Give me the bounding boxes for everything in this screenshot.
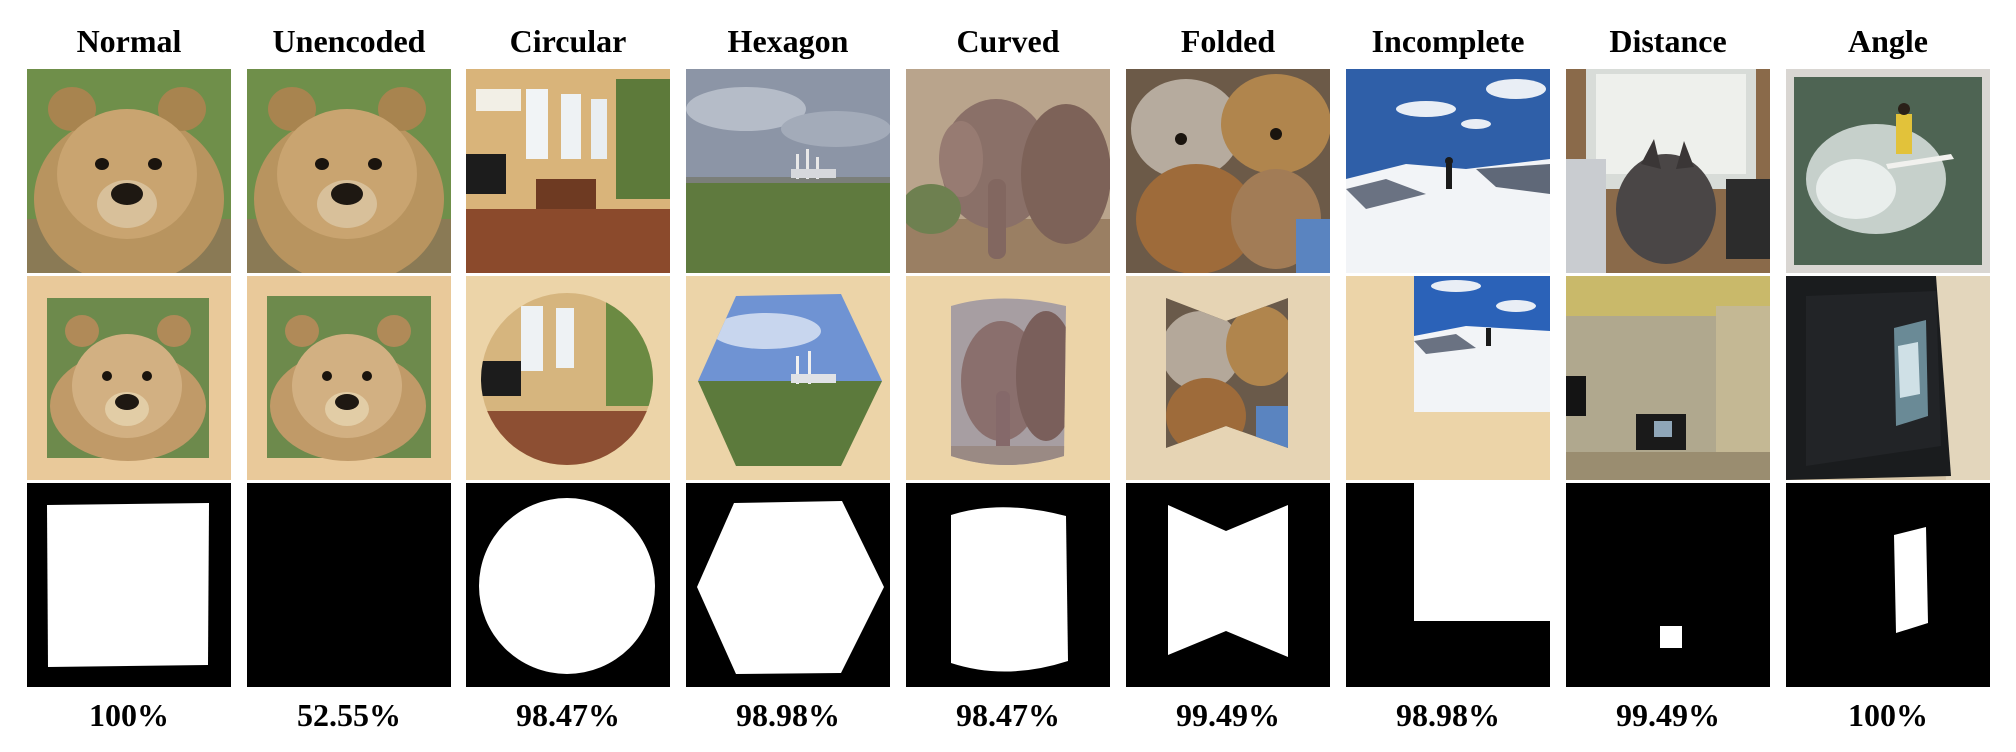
- captured-image: [1786, 276, 1990, 480]
- mask-image: [466, 483, 670, 687]
- encoded-image: [27, 69, 231, 273]
- small-square-mask: [1566, 483, 1770, 687]
- captured-image: [1126, 276, 1330, 480]
- hexagon-print-photo: [686, 276, 890, 480]
- incomplete-print-photo: [1346, 276, 1550, 480]
- accuracy-label: 98.47%: [516, 697, 620, 733]
- snow-skier-photo: [1346, 69, 1550, 273]
- elephant-photo: [906, 69, 1110, 273]
- folded-print-photo: [1126, 276, 1330, 480]
- column-incomplete: Incomplete: [1346, 0, 1550, 752]
- mask-image: [1126, 483, 1330, 687]
- encoded-image: [466, 69, 670, 273]
- mask-image: [1566, 483, 1770, 687]
- encoded-image: [686, 69, 890, 273]
- captured-image: [1346, 276, 1550, 480]
- mask-image: [1786, 483, 1990, 687]
- captured-image: [1566, 276, 1770, 480]
- column-normal: Normal: [27, 0, 231, 752]
- column-unencoded: Unencoded: [247, 0, 451, 752]
- column-title: Hexagon: [727, 23, 849, 59]
- captured-image: [247, 276, 451, 480]
- angled-screen-photo: [1786, 276, 1990, 480]
- square-mask: [27, 483, 231, 687]
- column-title: Incomplete: [1371, 23, 1525, 59]
- encoded-image: [1566, 69, 1770, 273]
- encoded-image: [1346, 69, 1550, 273]
- bear-print-photo: [27, 276, 231, 480]
- accuracy-label: 100%: [1848, 697, 1928, 733]
- column-title: Normal: [76, 23, 182, 59]
- circle-mask: [466, 483, 670, 687]
- mask-image: [906, 483, 1110, 687]
- teddy-bears-photo: [1126, 69, 1330, 273]
- column-title: Distance: [1609, 23, 1727, 59]
- circular-print-photo: [466, 276, 670, 480]
- empty-mask: [247, 483, 451, 687]
- column-title: Angle: [1848, 23, 1928, 59]
- hexagon-mask: [686, 483, 890, 687]
- encoded-image: [1786, 69, 1990, 273]
- captured-image: [686, 276, 890, 480]
- bear-photo: [27, 69, 231, 273]
- column-curved: Curved: [906, 0, 1110, 752]
- accuracy-label: 52.55%: [297, 697, 401, 733]
- column-distance: Distance: [1566, 0, 1770, 752]
- cat-monitor-photo: [1566, 69, 1770, 273]
- incomplete-mask: [1346, 483, 1550, 687]
- folded-mask: [1126, 483, 1330, 687]
- column-title: Unencoded: [272, 23, 426, 59]
- mask-image: [686, 483, 890, 687]
- accuracy-label: 98.98%: [736, 697, 840, 733]
- column-angle: Angle: [1786, 0, 1990, 752]
- bear-photo: [247, 69, 451, 273]
- column-hexagon: Hexagon: [686, 0, 890, 752]
- distant-screen-photo: [1566, 276, 1770, 480]
- column-folded: Folded: [1126, 0, 1330, 752]
- captured-image: [27, 276, 231, 480]
- accuracy-label: 98.47%: [956, 697, 1060, 733]
- mask-image: [1346, 483, 1550, 687]
- accuracy-label: 98.98%: [1396, 697, 1500, 733]
- encoded-image: [1126, 69, 1330, 273]
- accuracy-label: 100%: [89, 697, 169, 733]
- harbor-field-photo: [686, 69, 890, 273]
- column-title: Circular: [509, 23, 627, 59]
- curved-print-photo: [906, 276, 1110, 480]
- skewed-quad-mask: [1786, 483, 1990, 687]
- accuracy-label: 99.49%: [1616, 697, 1720, 733]
- mask-image: [27, 483, 231, 687]
- captured-image: [466, 276, 670, 480]
- column-circular: Circular: [466, 0, 670, 752]
- encoded-image: [247, 69, 451, 273]
- room-interior-photo: [466, 69, 670, 273]
- accuracy-label: 99.49%: [1176, 697, 1280, 733]
- mask-image: [247, 483, 451, 687]
- surfer-photo: [1786, 69, 1990, 273]
- column-title: Curved: [956, 23, 1060, 59]
- column-title: Folded: [1180, 23, 1276, 59]
- bear-print-photo: [247, 276, 451, 480]
- encoded-image: [906, 69, 1110, 273]
- curved-mask: [906, 483, 1110, 687]
- captured-image: [906, 276, 1110, 480]
